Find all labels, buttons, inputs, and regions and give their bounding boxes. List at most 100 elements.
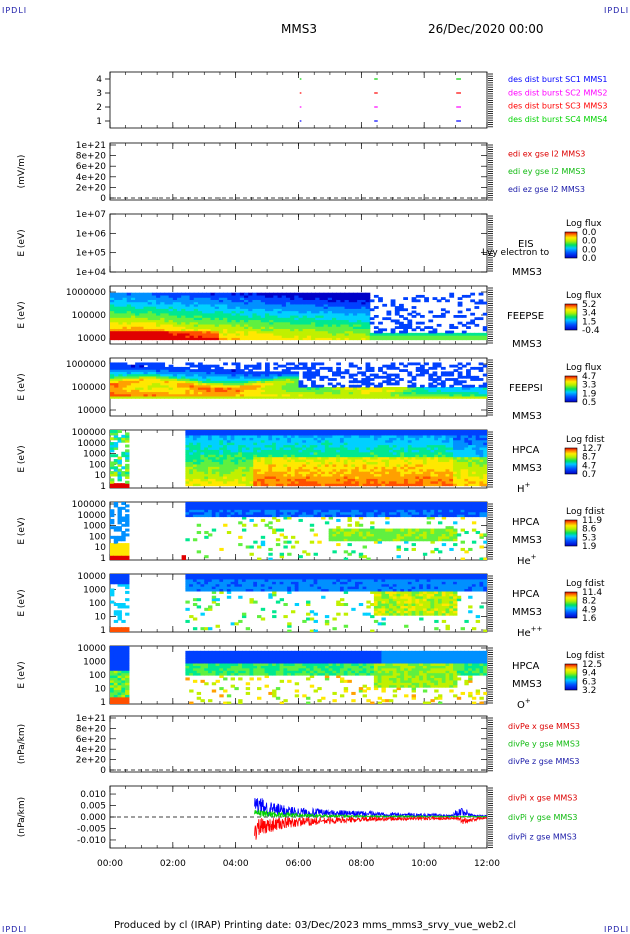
- spectrogram-cell: [223, 480, 228, 484]
- spectrogram-cell: [135, 395, 140, 399]
- spectrogram-cell: [343, 449, 349, 453]
- spectrogram-cell: [241, 473, 247, 477]
- spectrogram-cell: [189, 483, 194, 487]
- spectrogram-cell: [369, 366, 375, 370]
- spectrogram-cell: [272, 439, 277, 443]
- spectrogram-cell: [272, 463, 277, 467]
- spectrogram-cell: [470, 389, 476, 393]
- spectrogram-cell: [215, 473, 220, 477]
- spectrogram-cell: [279, 456, 285, 460]
- spectrogram-cell: [114, 373, 119, 377]
- spectrogram-cell: [347, 463, 352, 467]
- spectrogram-cell: [210, 330, 216, 334]
- spectrogram-cell: [453, 380, 459, 384]
- spectrogram-cell: [449, 389, 455, 393]
- legend-entry: divPe y gse MMS3: [508, 740, 580, 749]
- spectrogram-cell: [122, 369, 128, 372]
- spectrogram-cell: [139, 364, 145, 368]
- spectrogram-cell: [370, 456, 375, 460]
- spectrogram-cell: [239, 315, 245, 318]
- spectrogram-cell: [110, 461, 115, 465]
- spectrogram-cell: [315, 301, 321, 305]
- spectrogram-cell: [358, 437, 364, 441]
- spectrogram-cell: [313, 466, 318, 470]
- spectrogram-cell: [151, 332, 157, 336]
- spectrogram-cell: [196, 459, 202, 463]
- spectrogram-cell: [392, 439, 398, 443]
- spectrogram-cell: [327, 310, 333, 314]
- spectrogram-cell: [143, 373, 149, 377]
- spectrogram-cell: [135, 371, 140, 375]
- spectrogram-cell: [185, 446, 190, 450]
- spectrogram-cell: [135, 366, 140, 370]
- spectrogram-cell: [160, 373, 166, 377]
- spectrogram-cell: [388, 437, 394, 441]
- spectrogram-cell: [428, 395, 434, 399]
- spectrogram-cell: [260, 454, 266, 458]
- spectrogram-cell: [294, 328, 300, 332]
- spectrogram-cell: [339, 434, 345, 438]
- spectrogram-cell: [139, 301, 145, 305]
- spectrogram-cell: [181, 308, 186, 312]
- spectrogram-cell: [181, 373, 186, 377]
- spectrogram-cell: [223, 321, 228, 325]
- spectrogram-cell: [336, 299, 341, 303]
- spectrogram-cell: [114, 382, 119, 386]
- spectrogram-cell: [445, 373, 450, 377]
- spectrogram-cell: [440, 395, 446, 399]
- spectrogram-cell: [177, 323, 182, 327]
- spectrogram-cell: [218, 312, 224, 316]
- spectrogram-cell: [336, 294, 341, 298]
- spectrogram-cell: [227, 330, 233, 334]
- spectrogram-cell: [294, 446, 300, 450]
- right-axis-stubs: [488, 144, 493, 201]
- spectrogram-cell: [164, 369, 170, 372]
- spectrogram-cell: [361, 330, 367, 334]
- spectrogram-cell: [306, 459, 311, 463]
- spectrogram-cell: [277, 364, 283, 368]
- spectrogram-cell: [189, 321, 195, 325]
- spectrogram-cell: [449, 393, 455, 397]
- spectrogram-cell: [248, 393, 254, 397]
- spectrogram-cell: [231, 389, 237, 393]
- spectrogram-cell: [324, 449, 330, 453]
- spectrogram-cell: [432, 335, 438, 338]
- spectrogram-cell: [343, 439, 349, 443]
- spectrogram-cell: [214, 321, 220, 325]
- spectrogram-cell: [206, 299, 212, 303]
- spectrogram-cell: [351, 459, 356, 463]
- spectrogram-cell: [281, 378, 287, 381]
- spectrogram-cell: [143, 330, 149, 334]
- spectrogram-cell: [245, 430, 251, 434]
- spectrogram-cell: [332, 299, 337, 303]
- spectrogram-cell: [392, 430, 398, 434]
- spectrogram-cell: [118, 387, 124, 390]
- spectrogram-cell: [260, 439, 266, 443]
- spectrogram-cell: [248, 371, 254, 375]
- spectrogram-cell: [336, 434, 341, 438]
- spectrogram-cell: [344, 312, 350, 316]
- spectrogram-cell: [196, 471, 202, 475]
- spectrogram-cell: [432, 297, 438, 300]
- spectrogram-cell: [317, 480, 322, 484]
- spectrogram-cell: [277, 373, 283, 377]
- spectrogram-cell: [366, 430, 371, 434]
- spectrogram-cell: [348, 328, 354, 332]
- spectrogram-cell: [241, 456, 247, 460]
- spectrogram-cell: [362, 432, 367, 436]
- spectrogram-cell: [260, 478, 266, 482]
- spectrogram-cell: [260, 319, 266, 323]
- spectrogram-cell: [287, 442, 292, 446]
- spectrogram-cell: [348, 391, 354, 395]
- spectrogram-cell: [370, 471, 375, 475]
- spectrogram-cell: [218, 310, 224, 314]
- spectrogram-cell: [118, 369, 124, 372]
- spectrogram-cell: [223, 483, 228, 487]
- spectrogram-cell: [317, 446, 322, 450]
- spectrogram-cell: [392, 456, 398, 460]
- spectrogram-cell: [264, 480, 269, 484]
- spectrogram-cell: [218, 317, 224, 321]
- spectrogram-cell: [114, 317, 119, 321]
- spectrogram-cell: [235, 369, 241, 372]
- spectrogram-cell: [332, 459, 337, 463]
